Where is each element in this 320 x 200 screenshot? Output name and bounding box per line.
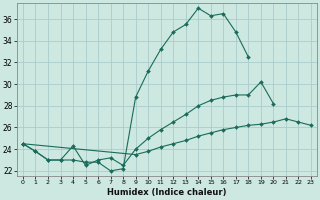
X-axis label: Humidex (Indice chaleur): Humidex (Indice chaleur) (107, 188, 227, 197)
